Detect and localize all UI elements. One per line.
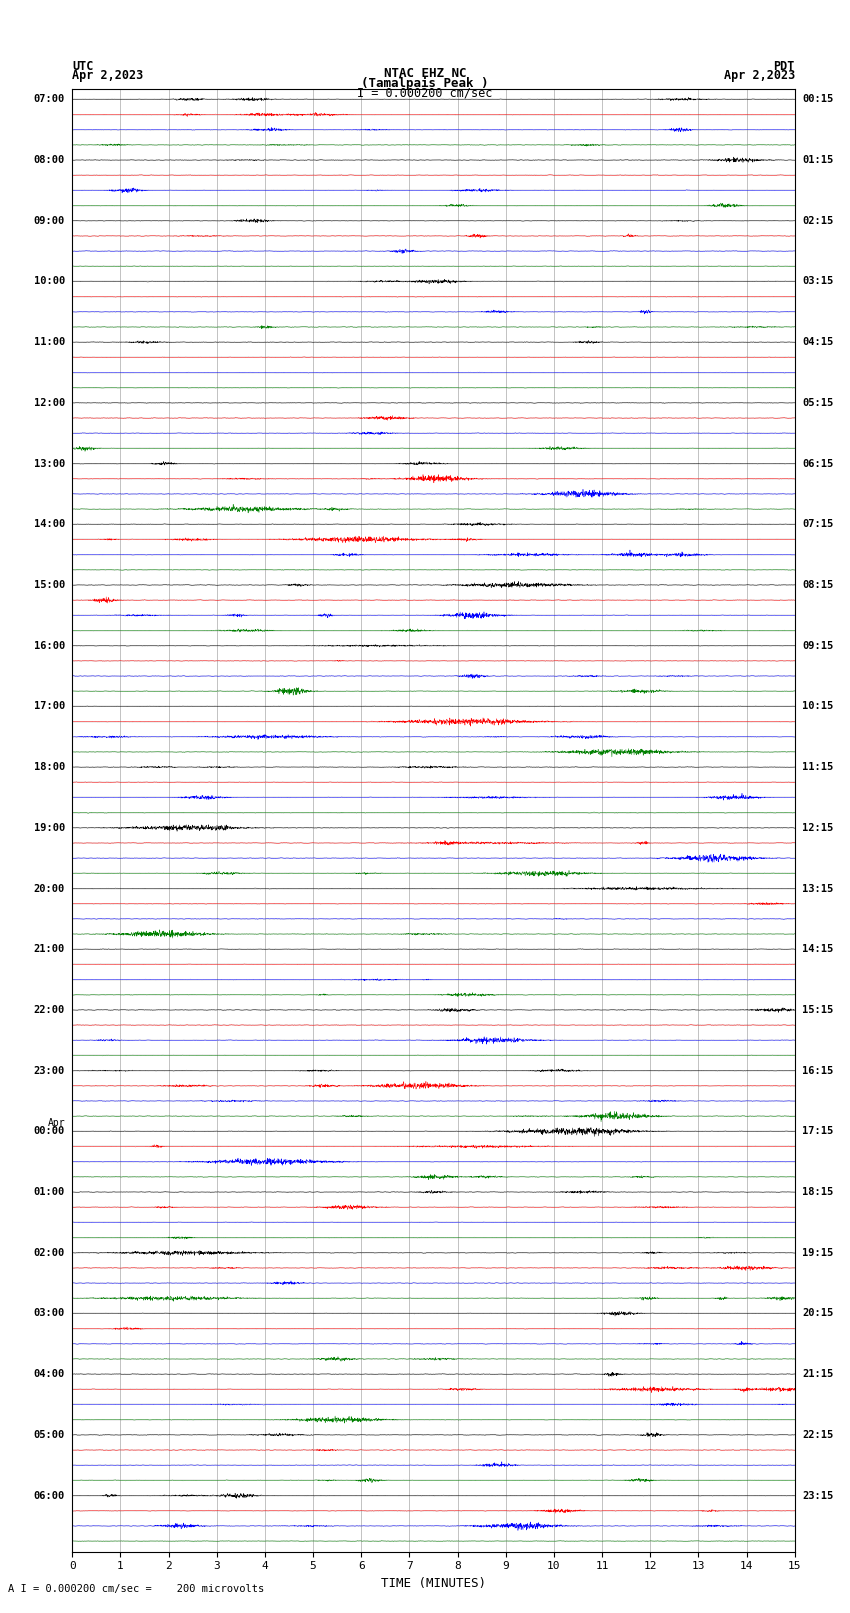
Text: 03:00: 03:00 — [34, 1308, 65, 1318]
Text: 18:15: 18:15 — [802, 1187, 833, 1197]
Text: 15:15: 15:15 — [802, 1005, 833, 1015]
Text: 21:00: 21:00 — [34, 944, 65, 955]
Text: Apr: Apr — [48, 1118, 65, 1127]
Text: 10:15: 10:15 — [802, 702, 833, 711]
Text: 21:15: 21:15 — [802, 1369, 833, 1379]
Text: 19:15: 19:15 — [802, 1248, 833, 1258]
Text: 17:00: 17:00 — [34, 702, 65, 711]
Text: 10:00: 10:00 — [34, 276, 65, 287]
Text: 02:00: 02:00 — [34, 1248, 65, 1258]
Text: 07:00: 07:00 — [34, 94, 65, 105]
Text: 22:00: 22:00 — [34, 1005, 65, 1015]
Text: 13:00: 13:00 — [34, 458, 65, 468]
Text: 11:15: 11:15 — [802, 761, 833, 773]
Text: 23:15: 23:15 — [802, 1490, 833, 1500]
Text: 15:00: 15:00 — [34, 581, 65, 590]
Text: (Tamalpais Peak ): (Tamalpais Peak ) — [361, 76, 489, 90]
Text: 12:15: 12:15 — [802, 823, 833, 832]
Text: 23:00: 23:00 — [34, 1066, 65, 1076]
Text: NTAC EHZ NC: NTAC EHZ NC — [383, 66, 467, 79]
Text: 16:15: 16:15 — [802, 1066, 833, 1076]
Text: UTC: UTC — [72, 60, 94, 73]
Text: I = 0.000200 cm/sec: I = 0.000200 cm/sec — [357, 85, 493, 100]
Text: 11:00: 11:00 — [34, 337, 65, 347]
Text: 01:00: 01:00 — [34, 1187, 65, 1197]
Text: 12:00: 12:00 — [34, 398, 65, 408]
Text: 04:00: 04:00 — [34, 1369, 65, 1379]
Text: 22:15: 22:15 — [802, 1429, 833, 1440]
Text: 14:15: 14:15 — [802, 944, 833, 955]
Text: A I = 0.000200 cm/sec =    200 microvolts: A I = 0.000200 cm/sec = 200 microvolts — [8, 1584, 264, 1594]
Text: 14:00: 14:00 — [34, 519, 65, 529]
Text: 08:00: 08:00 — [34, 155, 65, 165]
Text: 05:00: 05:00 — [34, 1429, 65, 1440]
Text: 09:15: 09:15 — [802, 640, 833, 650]
Text: 20:15: 20:15 — [802, 1308, 833, 1318]
Text: 08:15: 08:15 — [802, 581, 833, 590]
Text: 18:00: 18:00 — [34, 761, 65, 773]
Text: PDT: PDT — [774, 60, 795, 73]
Text: 09:00: 09:00 — [34, 216, 65, 226]
Text: 13:15: 13:15 — [802, 884, 833, 894]
Text: 00:15: 00:15 — [802, 94, 833, 105]
Text: 20:00: 20:00 — [34, 884, 65, 894]
Text: 17:15: 17:15 — [802, 1126, 833, 1136]
Text: 00:00: 00:00 — [34, 1126, 65, 1136]
Text: Apr 2,2023: Apr 2,2023 — [72, 69, 144, 82]
Text: 04:15: 04:15 — [802, 337, 833, 347]
Text: 02:15: 02:15 — [802, 216, 833, 226]
Text: 07:15: 07:15 — [802, 519, 833, 529]
Text: 06:15: 06:15 — [802, 458, 833, 468]
Text: Apr 2,2023: Apr 2,2023 — [723, 69, 795, 82]
Text: 19:00: 19:00 — [34, 823, 65, 832]
Text: 03:15: 03:15 — [802, 276, 833, 287]
X-axis label: TIME (MINUTES): TIME (MINUTES) — [381, 1578, 486, 1590]
Text: 06:00: 06:00 — [34, 1490, 65, 1500]
Text: 16:00: 16:00 — [34, 640, 65, 650]
Text: 05:15: 05:15 — [802, 398, 833, 408]
Text: 01:15: 01:15 — [802, 155, 833, 165]
